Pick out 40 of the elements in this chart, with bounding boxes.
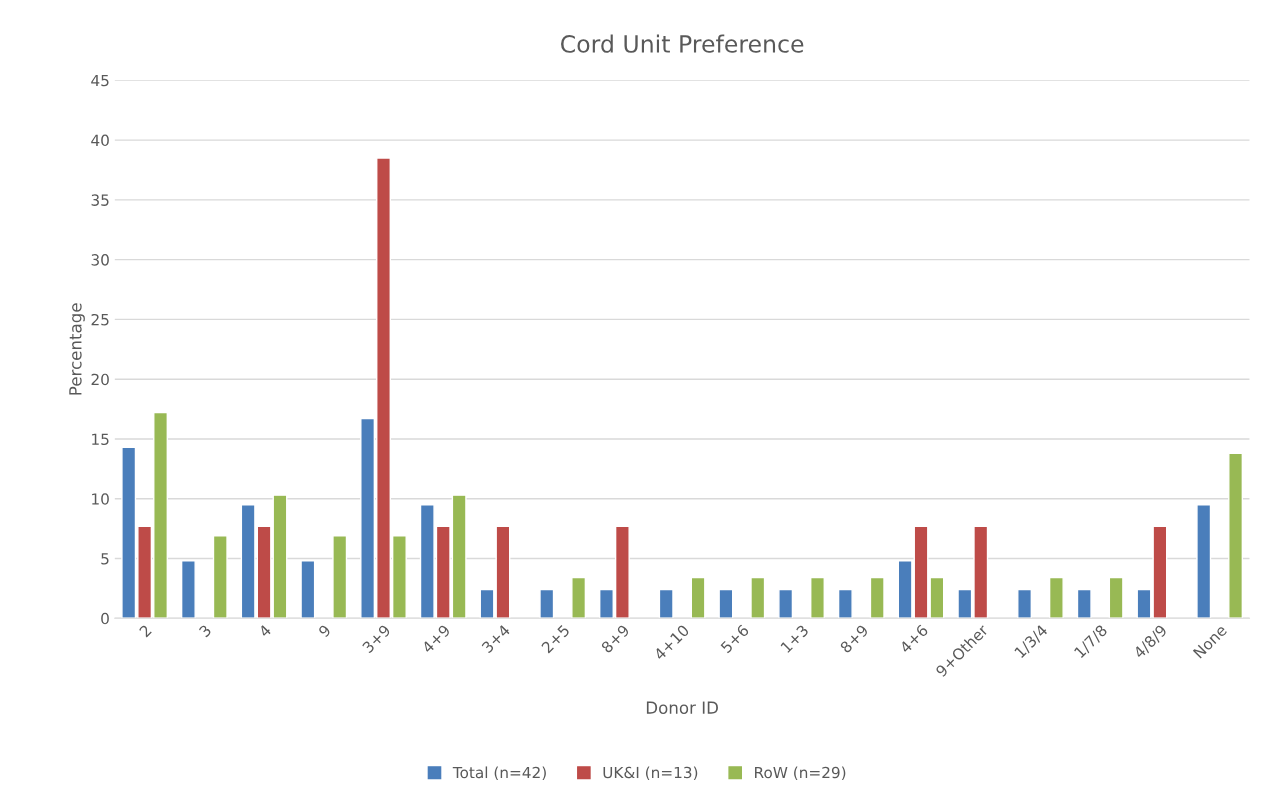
chart-title: Cord Unit Preference (561, 34, 804, 53)
y-axis-title: Percentage (69, 303, 85, 395)
bar (1048, 576, 1064, 619)
y-tick-label: 35 (91, 194, 109, 206)
bar (539, 588, 555, 619)
bar (1196, 504, 1212, 619)
y-tick-label: 45 (91, 74, 109, 87)
y-tick-label: 30 (91, 254, 109, 266)
bar (1108, 576, 1124, 619)
x-tick-label: 4 (258, 624, 272, 638)
bar (1228, 452, 1244, 619)
y-tick-label: 0 (101, 612, 109, 625)
bar (718, 588, 734, 619)
legend-label: Total (n=42) (452, 766, 546, 781)
bar (750, 576, 766, 619)
y-tick-label: 5 (101, 553, 109, 565)
bar (869, 576, 885, 619)
bar (810, 576, 825, 619)
y-tick-label: 15 (92, 433, 109, 445)
legend-label: RoW (n=29) (755, 766, 846, 781)
y-tick-label: 10 (92, 493, 109, 505)
legend-label: UK&I (n=13) (603, 766, 698, 781)
x-tick-label: 3 (198, 624, 212, 638)
bar (212, 535, 228, 619)
y-tick-label: 25 (91, 313, 109, 326)
bar (332, 535, 348, 619)
bar (300, 560, 316, 619)
y-tick-label: 40 (91, 134, 109, 147)
bar (1017, 588, 1033, 619)
x-tick-label: 2 (138, 624, 152, 638)
bar (571, 576, 587, 619)
x-axis-title: Donor ID (646, 701, 718, 714)
x-tick-label: 9 (317, 624, 332, 638)
bar (180, 560, 196, 619)
y-tick-label: 20 (91, 373, 109, 386)
bar (690, 576, 706, 619)
bar (837, 588, 853, 619)
bar (778, 588, 794, 619)
bar (1076, 588, 1092, 619)
bar (658, 588, 674, 619)
